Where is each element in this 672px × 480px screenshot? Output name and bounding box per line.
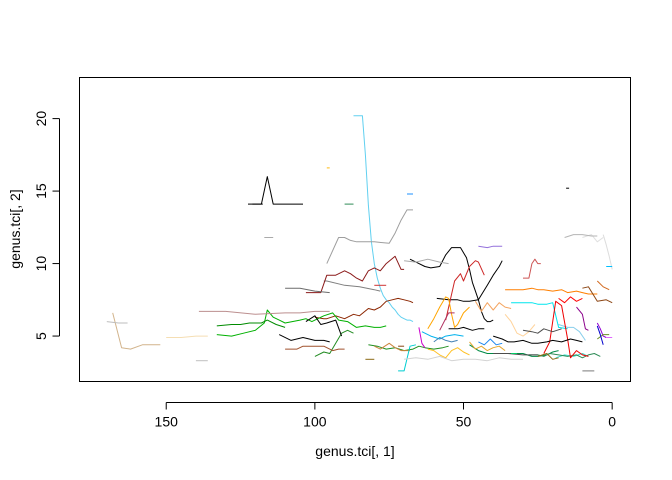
series-line-13: [596, 280, 610, 291]
series-line-16: [314, 329, 354, 357]
series-line-43: [558, 296, 583, 304]
series-line-34: [558, 324, 586, 341]
series-line-52: [106, 321, 128, 324]
series-line-12: [582, 286, 613, 304]
series-line-20: [285, 345, 345, 352]
y-tick-label: 5: [33, 332, 49, 340]
y-axis-title: genus.tci[, 2]: [7, 189, 23, 268]
series-line-35: [478, 338, 503, 346]
series-layer: [106, 115, 613, 372]
series-line-37: [439, 312, 455, 331]
x-tick-label: 100: [303, 413, 327, 429]
series-line-22: [112, 312, 161, 350]
series-line-28: [504, 313, 536, 337]
x-tick-label: 0: [608, 413, 616, 429]
series-line-47: [278, 334, 330, 343]
series-line-55: [602, 234, 613, 270]
y-tick-label: 10: [33, 256, 49, 272]
y-axis: 5 10 15 20: [33, 111, 60, 340]
series-line-40: [576, 306, 589, 331]
series-line-56: [564, 234, 598, 238]
series-line-24: [427, 296, 470, 330]
series-line-27: [474, 301, 512, 312]
series-line-17: [368, 344, 449, 352]
series-line-21: [374, 342, 410, 352]
series-line-48: [522, 328, 562, 334]
series-line-2: [353, 115, 414, 323]
plot-box: [79, 77, 631, 382]
x-axis: 150 100 50 0: [155, 402, 616, 429]
series-line-49: [493, 353, 538, 356]
series-line-30: [421, 331, 464, 340]
series-line-57: [597, 334, 610, 340]
series-line-41: [478, 245, 503, 249]
series-line-39: [596, 322, 607, 338]
series-line-6: [436, 260, 503, 302]
x-axis-title: genus.tci[, 1]: [315, 443, 394, 459]
series-line-50: [285, 287, 330, 294]
series-line-25: [469, 341, 506, 352]
series-line-8: [314, 297, 414, 320]
series-line-33: [528, 353, 601, 359]
series-line-42: [543, 300, 589, 359]
series-line-44: [493, 335, 583, 344]
series-line-51: [404, 258, 449, 265]
x-tick-label: 150: [155, 413, 179, 429]
series-line-5: [409, 247, 494, 323]
series-line-9: [445, 260, 485, 321]
series-line-58: [537, 353, 559, 360]
series-line-3: [326, 209, 413, 264]
series-line-19: [198, 310, 330, 315]
series-line-45: [448, 326, 485, 331]
series-line-38: [418, 327, 426, 348]
y-tick-label: 20: [33, 111, 49, 127]
series-line-59: [596, 325, 604, 345]
series-line-23: [166, 335, 208, 338]
series-line-26: [427, 347, 470, 359]
series-line-36: [433, 337, 458, 343]
series-line-53: [404, 355, 523, 362]
series-line-15: [216, 319, 286, 328]
x-tick-label: 50: [456, 413, 472, 429]
series-line-46: [305, 315, 343, 337]
y-tick-label: 15: [33, 183, 49, 199]
series-line-4: [323, 280, 381, 292]
series-line-7: [305, 255, 405, 294]
series-line-10: [505, 287, 598, 295]
series-line-11: [523, 258, 541, 279]
series-line-31: [511, 302, 568, 330]
series-line-54: [582, 234, 604, 243]
